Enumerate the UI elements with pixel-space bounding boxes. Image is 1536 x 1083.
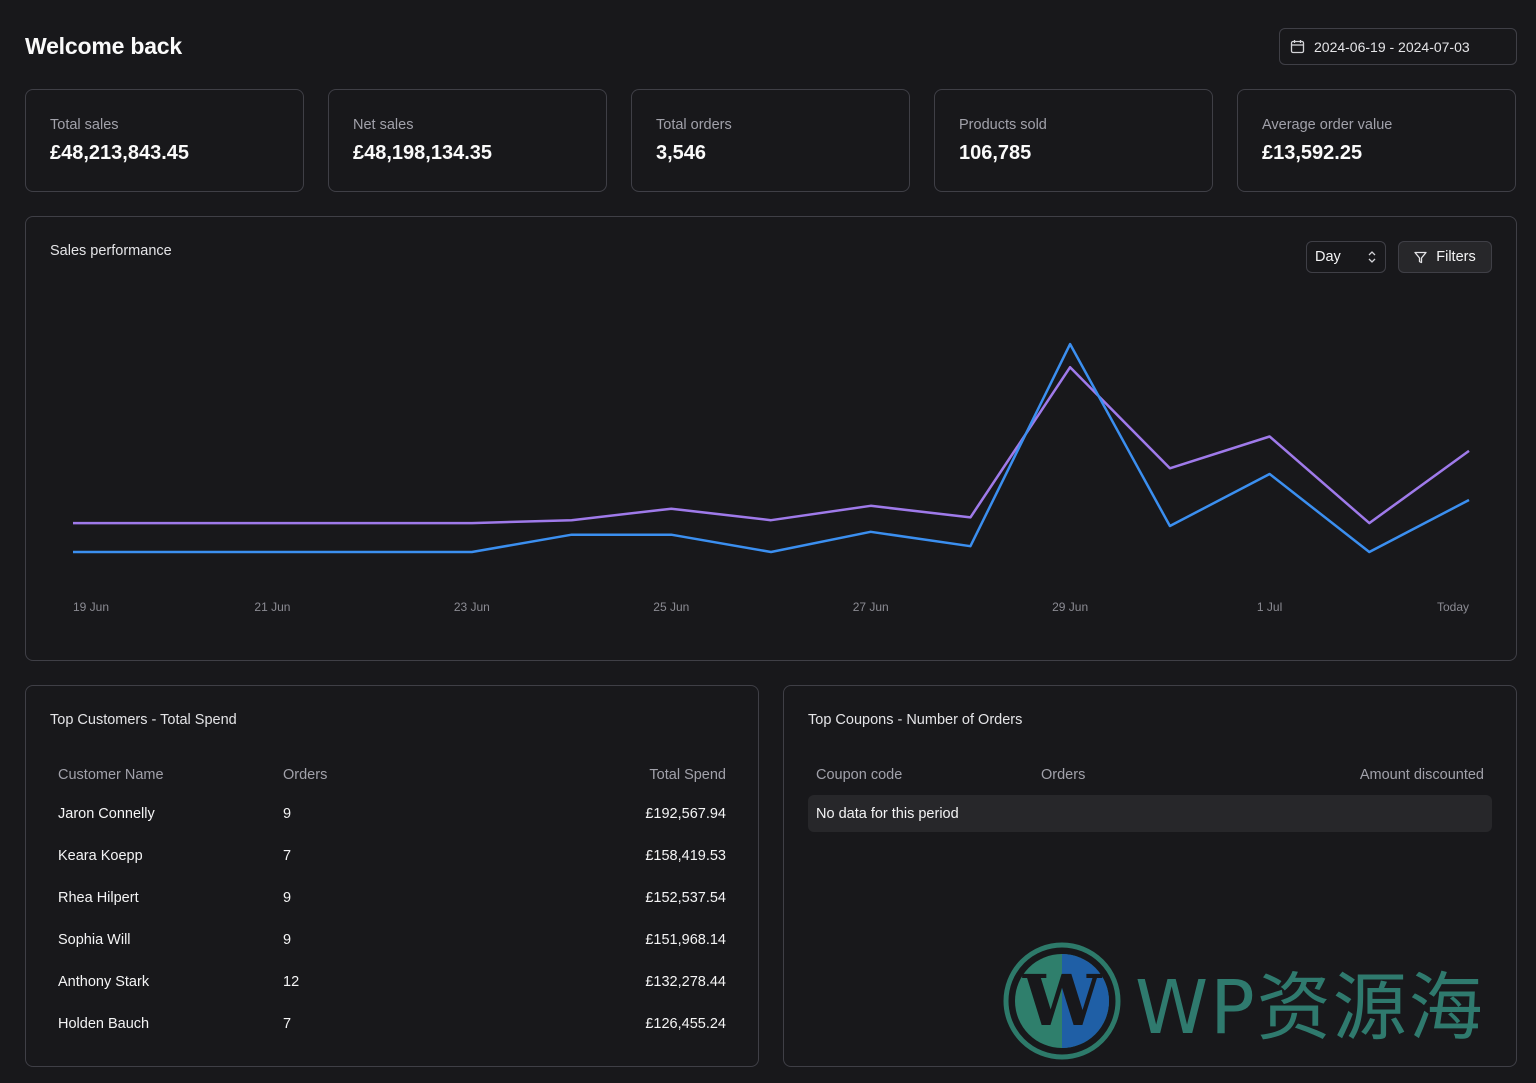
stat-card-average-order-value: Average order value £13,592.25 (1237, 89, 1516, 192)
stat-label: Average order value (1262, 117, 1393, 133)
filters-button[interactable]: Filters (1398, 241, 1492, 273)
customer-total-spend: £158,419.53 (645, 848, 726, 864)
customer-orders: 9 (283, 806, 292, 822)
stat-card-total-sales: Total sales £48,213,843.45 (25, 89, 304, 192)
chevron-up-down-icon (1368, 251, 1376, 263)
stat-value: £13,592.25 (1262, 142, 1363, 164)
date-range-label: 2024-06-19 - 2024-07-03 (1314, 38, 1470, 55)
stat-value: £48,198,134.35 (353, 142, 493, 164)
table-row[interactable]: Rhea Hilpert 9 £152,537.54 (50, 877, 734, 919)
column-header-coupon-code: Coupon code (816, 767, 903, 783)
top-coupons-panel: Top Coupons - Number of Orders Coupon co… (783, 685, 1517, 1067)
customer-name: Sophia Will (58, 932, 131, 948)
x-tick-label: 27 Jun (853, 600, 889, 614)
column-header-total-spend: Total Spend (649, 767, 726, 783)
sales-performance-title: Sales performance (50, 243, 172, 259)
interval-select-value: Day (1315, 249, 1341, 265)
top-coupons-table: Coupon code Orders Amount discounted (808, 757, 1492, 793)
stat-value: £48,213,843.45 (50, 142, 190, 164)
sales-performance-panel: Sales performance Day Filters 19 Jun 21 J… (25, 216, 1517, 661)
column-header-customer-name: Customer Name (58, 767, 164, 783)
stat-label: Net sales (353, 117, 414, 133)
table-row[interactable]: Keara Koepp 7 £158,419.53 (50, 835, 734, 877)
stat-label: Total sales (50, 117, 119, 133)
customer-name: Rhea Hilpert (58, 890, 139, 906)
customer-total-spend: £132,278.44 (645, 974, 726, 990)
customer-orders: 12 (283, 974, 300, 990)
stat-card-total-orders: Total orders 3,546 (631, 89, 910, 192)
table-header-row: Coupon code Orders Amount discounted (808, 757, 1492, 793)
customer-name: Holden Bauch (58, 1016, 150, 1032)
top-coupons-title: Top Coupons - Number of Orders (808, 712, 1023, 728)
table-row[interactable]: Jaron Connelly 9 £192,567.94 (50, 793, 734, 835)
date-range-picker[interactable]: 2024-06-19 - 2024-07-03 (1279, 28, 1517, 65)
stat-card-net-sales: Net sales £48,198,134.35 (328, 89, 607, 192)
customer-orders: 7 (283, 1016, 292, 1032)
table-row[interactable]: Anthony Stark 12 £132,278.44 (50, 961, 734, 1003)
customer-total-spend: £192,567.94 (645, 806, 726, 822)
customer-name: Anthony Stark (58, 974, 150, 990)
customer-total-spend: £152,537.54 (645, 890, 726, 906)
x-tick-label: 19 Jun (73, 600, 109, 614)
customer-orders: 7 (283, 848, 292, 864)
x-tick-label: 25 Jun (653, 600, 689, 614)
column-header-orders: Orders (1041, 767, 1086, 783)
x-tick-label: Today (1437, 600, 1469, 614)
table-row[interactable]: Sophia Will 9 £151,968.14 (50, 919, 734, 961)
table-row[interactable]: Holden Bauch 7 £126,455.24 (50, 1003, 734, 1045)
filter-icon (1414, 251, 1427, 263)
customer-total-spend: £126,455.24 (645, 1016, 726, 1032)
table-header-row: Customer Name Orders Total Spend (50, 757, 734, 793)
x-tick-label: 23 Jun (454, 600, 490, 614)
empty-state-row: No data for this period (808, 795, 1492, 832)
top-customers-panel: Top Customers - Total Spend Customer Nam… (25, 685, 759, 1067)
column-header-orders: Orders (283, 767, 328, 783)
customer-name: Jaron Connelly (58, 806, 155, 822)
stat-card-products-sold: Products sold 106,785 (934, 89, 1213, 192)
stat-value: 3,546 (656, 142, 707, 164)
interval-select[interactable]: Day (1306, 241, 1386, 273)
x-tick-label: 1 Jul (1257, 600, 1282, 614)
stat-label: Products sold (959, 117, 1047, 133)
top-customers-title: Top Customers - Total Spend (50, 712, 237, 728)
sales-line-chart: 19 Jun 21 Jun 23 Jun 25 Jun 27 Jun 29 Jun 1 Ju… (73, 342, 1470, 614)
customer-orders: 9 (283, 890, 292, 906)
customer-total-spend: £151,968.14 (645, 932, 726, 948)
customer-orders: 9 (283, 932, 292, 948)
column-header-amount-discounted: Amount discounted (1359, 767, 1484, 783)
series-line-1 (73, 365, 1470, 525)
customer-name: Keara Koepp (58, 848, 143, 864)
filters-button-label: Filters (1436, 249, 1476, 265)
stat-value: 106,785 (959, 142, 1032, 164)
calendar-icon (1290, 40, 1305, 54)
page-title: Welcome back (25, 33, 182, 59)
top-customers-table: Customer Name Orders Total Spend Jaron C… (50, 757, 734, 1045)
x-tick-label: 21 Jun (254, 600, 290, 614)
stat-label: Total orders (656, 117, 732, 133)
series-line-2 (73, 342, 1470, 554)
x-tick-label: 29 Jun (1052, 600, 1088, 614)
